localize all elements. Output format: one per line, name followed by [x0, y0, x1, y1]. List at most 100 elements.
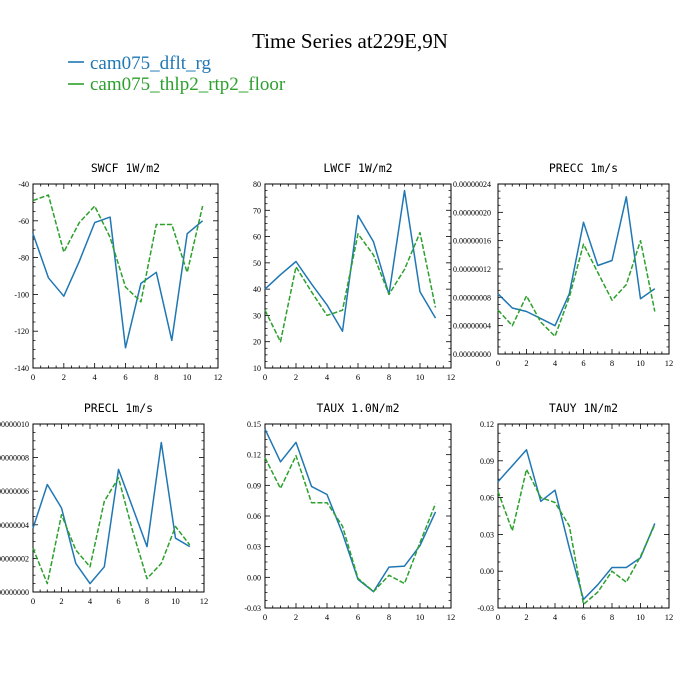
series-line-1: [264, 454, 437, 593]
plot-frame: [497, 423, 670, 609]
chart-title: LWCF 1W/m2: [323, 161, 392, 175]
y-tick-label: 0.12: [480, 420, 494, 429]
y-tick-label: -80: [18, 254, 29, 263]
y-tick-label: 0.09: [480, 457, 494, 466]
series-line-0: [497, 196, 656, 327]
y-tick-label: 0.00000006: [0, 487, 29, 496]
x-tick-label: 0: [31, 596, 35, 606]
x-tick-label: 12: [200, 596, 209, 606]
series-line-1: [32, 477, 191, 585]
plot-frame: [497, 183, 670, 355]
y-tick-label: 0.06: [480, 494, 494, 503]
x-tick-label: 10: [171, 596, 180, 606]
y-tick-label: 0.12: [247, 451, 261, 460]
chart-panel-0: SWCF 1W/m2 0 2 4 6 8 10 12 -140 -120 -100 -80 -60 -40: [14, 161, 222, 382]
series-line-1: [264, 231, 437, 343]
legend-item-0: cam075_dflt_rg: [68, 53, 212, 74]
x-tick-label: 8: [610, 612, 614, 622]
y-tick-label: 0.00000012: [453, 265, 491, 274]
y-tick-label: 80: [253, 180, 261, 189]
y-tick-label: 0.00: [247, 573, 261, 582]
y-tick-label: -0.03: [244, 604, 261, 613]
y-tick-label: 0.15: [247, 420, 261, 429]
y-tick-label: 70: [253, 206, 261, 215]
x-tick-label: 10: [416, 612, 425, 622]
y-tick-label: 0.00: [480, 567, 494, 576]
x-tick-label: 0: [31, 372, 35, 382]
x-tick-label: 10: [636, 358, 645, 368]
x-tick-label: 2: [524, 612, 528, 622]
chart-title: PRECL 1m/s: [84, 401, 153, 415]
legend-label-0: cam075_dflt_rg: [90, 53, 212, 74]
y-tick-label: 0.00000020: [453, 208, 491, 217]
y-tick-label: 40: [253, 285, 261, 294]
y-tick-label: -60: [18, 217, 29, 226]
y-tick-label: 0.00000008: [0, 454, 29, 463]
x-tick-label: 2: [294, 372, 298, 382]
y-tick-label: 0.00000004: [0, 521, 29, 530]
chart-panel-4: TAUX 1.0N/m2 0 2 4 6 8 10 12 -0.03 0.00 0.03 0.06 0.…: [244, 401, 455, 622]
y-tick-label: 0.00000016: [453, 237, 491, 246]
chart-title: PRECC 1m/s: [549, 161, 618, 175]
y-tick-label: 0.06: [247, 512, 261, 521]
y-tick-label: 0.03: [480, 530, 494, 539]
x-tick-label: 8: [387, 612, 391, 622]
y-tick-label: 50: [253, 259, 261, 268]
y-tick-label: -140: [14, 364, 29, 373]
y-tick-label: 10: [253, 364, 261, 373]
y-tick-label: 0.00000010: [0, 420, 29, 429]
chart-title: TAUY 1N/m2: [549, 401, 618, 415]
x-tick-label: 12: [447, 372, 456, 382]
y-tick-label: -120: [14, 327, 29, 336]
plot-frame: [264, 423, 452, 609]
x-tick-label: 2: [62, 372, 66, 382]
x-tick-label: 4: [88, 596, 93, 606]
x-tick-label: 4: [553, 358, 558, 368]
page-title: Time Series at229E,9N: [252, 29, 448, 53]
x-tick-label: 12: [665, 358, 674, 368]
series-line-0: [32, 216, 204, 349]
chart-panel-2: PRECC 1m/s 0 2 4 6 8 10 12 0.00000000 0.00000004 0…: [453, 161, 673, 368]
y-tick-label: 30: [253, 311, 261, 320]
x-tick-label: 6: [581, 358, 585, 368]
series-line-0: [264, 189, 437, 332]
x-tick-label: 12: [447, 612, 456, 622]
x-tick-label: 4: [553, 612, 558, 622]
x-tick-label: 0: [263, 612, 267, 622]
x-tick-label: 0: [496, 358, 500, 368]
x-tick-label: 8: [145, 596, 149, 606]
series-line-0: [264, 428, 437, 593]
x-tick-label: 12: [214, 372, 223, 382]
chart-title: SWCF 1W/m2: [91, 161, 160, 175]
series-line-1: [497, 468, 656, 606]
y-tick-label: 20: [253, 338, 261, 347]
y-tick-label: 0.00000000: [0, 588, 29, 597]
x-tick-label: 6: [581, 612, 585, 622]
x-tick-label: 0: [263, 372, 267, 382]
x-tick-label: 8: [387, 372, 391, 382]
plot-frame: [32, 183, 219, 369]
x-tick-label: 4: [325, 612, 330, 622]
y-tick-label: 0.00000008: [453, 293, 491, 302]
chart-panel-5: TAUY 1N/m2 0 2 4 6 8 10 12 -0.03 0.00 0.03 0.06 0.09…: [477, 401, 673, 622]
x-tick-label: 6: [356, 372, 360, 382]
y-tick-label: -0.03: [477, 604, 494, 613]
y-tick-label: -40: [18, 180, 29, 189]
y-tick-label: -100: [14, 290, 29, 299]
series-line-1: [32, 194, 204, 303]
x-tick-label: 4: [325, 372, 330, 382]
legend-label-1: cam075_thlp2_rtp2_floor: [90, 74, 286, 95]
y-tick-label: 0.00000000: [453, 350, 491, 359]
x-tick-label: 2: [294, 612, 298, 622]
y-tick-label: 0.03: [247, 543, 261, 552]
x-tick-label: 4: [93, 372, 98, 382]
series-line-0: [32, 441, 191, 585]
y-tick-label: 0.00000024: [453, 180, 491, 189]
x-tick-label: 10: [183, 372, 192, 382]
x-tick-label: 8: [610, 358, 614, 368]
x-tick-label: 6: [123, 372, 127, 382]
x-tick-label: 0: [496, 612, 500, 622]
